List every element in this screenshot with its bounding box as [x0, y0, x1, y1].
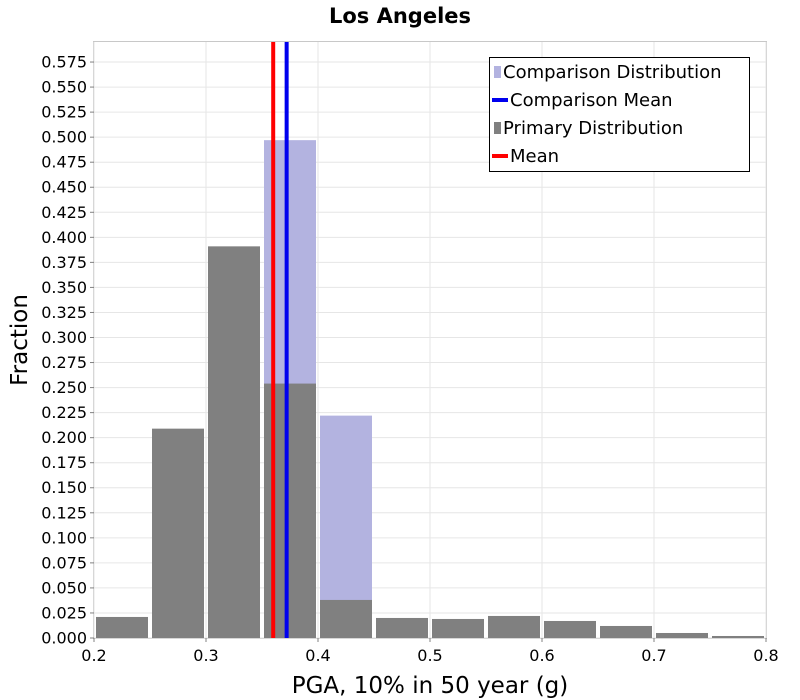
primary-distribution-bar [208, 246, 260, 639]
x-tick-label: 0.5 [417, 646, 442, 665]
y-tick-label: 0.200 [41, 428, 87, 447]
y-tick-label: 0.500 [41, 128, 87, 147]
x-tick-label: 0.2 [81, 646, 106, 665]
primary-distribution-bar [320, 599, 372, 638]
y-tick-label: 0.275 [41, 353, 87, 372]
primary-distribution-bar [432, 618, 484, 638]
y-tick-label: 0.450 [41, 178, 87, 197]
legend-box [489, 57, 750, 172]
y-tick-label: 0.000 [41, 629, 87, 648]
legend-label-comparison-mean: Comparison Mean [510, 90, 673, 111]
y-axis: 0.000 0.025 0.050 0.075 0.100 0.125 0.150 0.175… [41, 53, 94, 648]
y-tick-label: 0.050 [41, 578, 87, 597]
y-tick-label: 0.150 [41, 478, 87, 497]
y-tick-label: 0.325 [41, 303, 87, 322]
bars [96, 140, 764, 639]
primary-distribution-bar [712, 635, 764, 638]
x-tick-label: 0.8 [753, 646, 778, 665]
x-axis: 0.2 0.3 0.4 0.5 0.6 0.7 0.8 [81, 638, 779, 665]
x-tick-label: 0.7 [641, 646, 666, 665]
legend-label-primary-distribution: Primary Distribution [503, 118, 683, 139]
y-tick-label: 0.025 [41, 603, 87, 622]
y-tick-label: 0.300 [41, 328, 87, 347]
y-tick-label: 0.350 [41, 278, 87, 297]
y-tick-label: 0.250 [41, 378, 87, 397]
primary-distribution-bar [376, 617, 428, 638]
y-tick-label: 0.400 [41, 228, 87, 247]
y-tick-label: 0.075 [41, 553, 87, 572]
y-tick-label: 0.100 [41, 528, 87, 547]
primary-distribution-bar [600, 625, 652, 638]
y-tick-label: 0.575 [41, 53, 87, 72]
y-tick-label: 0.375 [41, 253, 87, 272]
legend: Comparison Distribution Comparison Mean Pr… [489, 57, 750, 172]
y-tick-label: 0.475 [41, 153, 87, 172]
primary-distribution-swatch [494, 122, 501, 134]
primary-distribution-bar [488, 615, 540, 638]
x-axis-title: PGA, 10% in 50 year (g) [292, 673, 569, 699]
x-tick-label: 0.6 [529, 646, 554, 665]
primary-distribution-bar [544, 620, 596, 638]
y-tick-label: 0.525 [41, 103, 87, 122]
x-tick-label: 0.4 [305, 646, 330, 665]
y-tick-label: 0.425 [41, 203, 87, 222]
y-tick-label: 0.225 [41, 403, 87, 422]
y-tick-label: 0.125 [41, 503, 87, 522]
primary-distribution-bar [96, 616, 148, 638]
y-tick-label: 0.550 [41, 78, 87, 97]
x-tick-label: 0.3 [193, 646, 218, 665]
chart-title: Los Angeles [329, 4, 471, 28]
legend-label-comparison-distribution: Comparison Distribution [503, 62, 722, 83]
primary-distribution-bar [152, 428, 204, 638]
y-tick-label: 0.175 [41, 453, 87, 472]
primary-distribution-bar [656, 632, 708, 638]
mean-lines [271, 42, 289, 638]
legend-label-mean: Mean [510, 146, 559, 167]
comparison-distribution-swatch [494, 66, 501, 78]
y-axis-title: Fraction [7, 294, 33, 386]
